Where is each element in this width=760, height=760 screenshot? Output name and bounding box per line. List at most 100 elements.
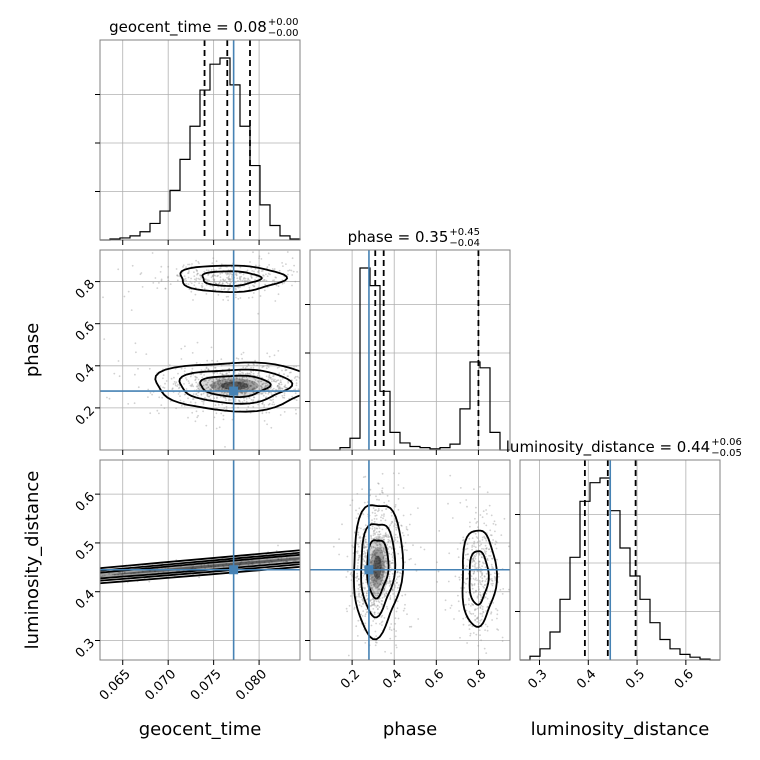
- sample-point: [497, 573, 500, 575]
- sample-point: [209, 378, 212, 381]
- sample-point: [396, 546, 398, 548]
- sample-point: [302, 392, 304, 394]
- sample-point: [385, 592, 387, 594]
- sample-point: [381, 600, 384, 602]
- sample-point: [249, 261, 251, 263]
- sample-point: [182, 264, 185, 267]
- sample-point: [385, 560, 387, 563]
- sample-point: [384, 559, 387, 562]
- sample-point: [639, 536, 641, 538]
- sample-point: [381, 571, 384, 573]
- sample-point: [224, 287, 226, 290]
- sample-point: [94, 581, 96, 583]
- sample-point: [496, 628, 498, 630]
- density-fill: [365, 535, 390, 600]
- sample-point: [194, 420, 197, 423]
- sample-point: [379, 567, 382, 569]
- sample-point: [285, 386, 288, 389]
- sample-point: [294, 392, 297, 395]
- sample-point: [43, 575, 45, 577]
- sample-point: [356, 493, 359, 495]
- sample-point: [69, 577, 71, 579]
- sample-point: [481, 608, 484, 611]
- sample-point: [475, 590, 478, 593]
- sample-point: [223, 378, 226, 381]
- sample-point: [242, 381, 244, 383]
- sample-point: [237, 382, 240, 385]
- sample-point: [13, 593, 15, 595]
- sample-point: [471, 583, 474, 586]
- sample-point: [356, 572, 359, 575]
- sample-point: [240, 275, 243, 278]
- sample-point: [491, 542, 493, 544]
- sample-point: [362, 564, 365, 566]
- sample-point: [480, 596, 483, 599]
- sample-point: [204, 379, 206, 382]
- sample-point: [394, 622, 397, 625]
- sample-point: [370, 584, 372, 586]
- sample-point: [202, 392, 205, 395]
- sample-point: [269, 273, 271, 276]
- sample-point: [447, 580, 450, 583]
- sample-point: [206, 381, 209, 384]
- sample-point: [450, 604, 453, 607]
- sample-point: [277, 285, 280, 288]
- sample-point: [372, 692, 374, 694]
- sample-point: [466, 577, 469, 580]
- sample-point: [195, 392, 198, 395]
- sample-point: [252, 399, 255, 401]
- sample-point: [394, 523, 396, 525]
- sample-point: [231, 273, 233, 276]
- sample-point: [490, 579, 493, 582]
- sample-point: [364, 556, 367, 559]
- sample-point: [222, 418, 225, 421]
- sample-point: [394, 505, 397, 508]
- sample-point: [705, 523, 707, 525]
- sample-point: [321, 556, 323, 558]
- sample-point: [158, 282, 160, 284]
- sample-point: [376, 604, 379, 607]
- sample-point: [374, 555, 377, 558]
- sample-point: [389, 584, 392, 586]
- sample-point: [541, 539, 543, 541]
- sample-point: [219, 267, 222, 270]
- sample-point: [468, 597, 470, 600]
- sample-point: [347, 558, 349, 560]
- sample-point: [199, 275, 202, 277]
- sample-point: [238, 399, 240, 402]
- sample-point: [295, 379, 298, 381]
- sample-point: [214, 381, 216, 384]
- sample-point: [96, 573, 98, 575]
- sample-point: [478, 588, 480, 590]
- sample-point: [273, 403, 276, 406]
- sample-point: [272, 379, 275, 382]
- sample-point: [187, 245, 189, 247]
- sample-point: [191, 383, 194, 386]
- sample-point: [477, 526, 479, 529]
- sample-point: [278, 387, 280, 390]
- sample-point: [364, 551, 366, 554]
- sample-point: [218, 379, 220, 381]
- sample-point: [246, 372, 249, 375]
- sample-point: [574, 537, 576, 539]
- sample-point: [329, 359, 331, 361]
- sample-point: [387, 538, 390, 541]
- sample-point: [217, 274, 220, 277]
- sample-point: [273, 354, 276, 357]
- sample-point: [388, 585, 391, 587]
- sample-point: [209, 565, 212, 568]
- sample-point: [391, 588, 394, 590]
- sample-point: [371, 528, 374, 530]
- x-tick-label: 0.075: [188, 667, 225, 704]
- sample-point: [383, 589, 386, 592]
- sample-point: [265, 385, 267, 387]
- sample-point: [476, 617, 479, 620]
- sample-point: [558, 540, 560, 542]
- sample-point: [377, 510, 379, 513]
- sample-point: [410, 625, 413, 628]
- sample-point: [507, 539, 509, 541]
- sample-point: [175, 381, 178, 384]
- sample-point: [276, 385, 279, 387]
- sample-point: [314, 558, 316, 560]
- contour-line: [360, 523, 397, 619]
